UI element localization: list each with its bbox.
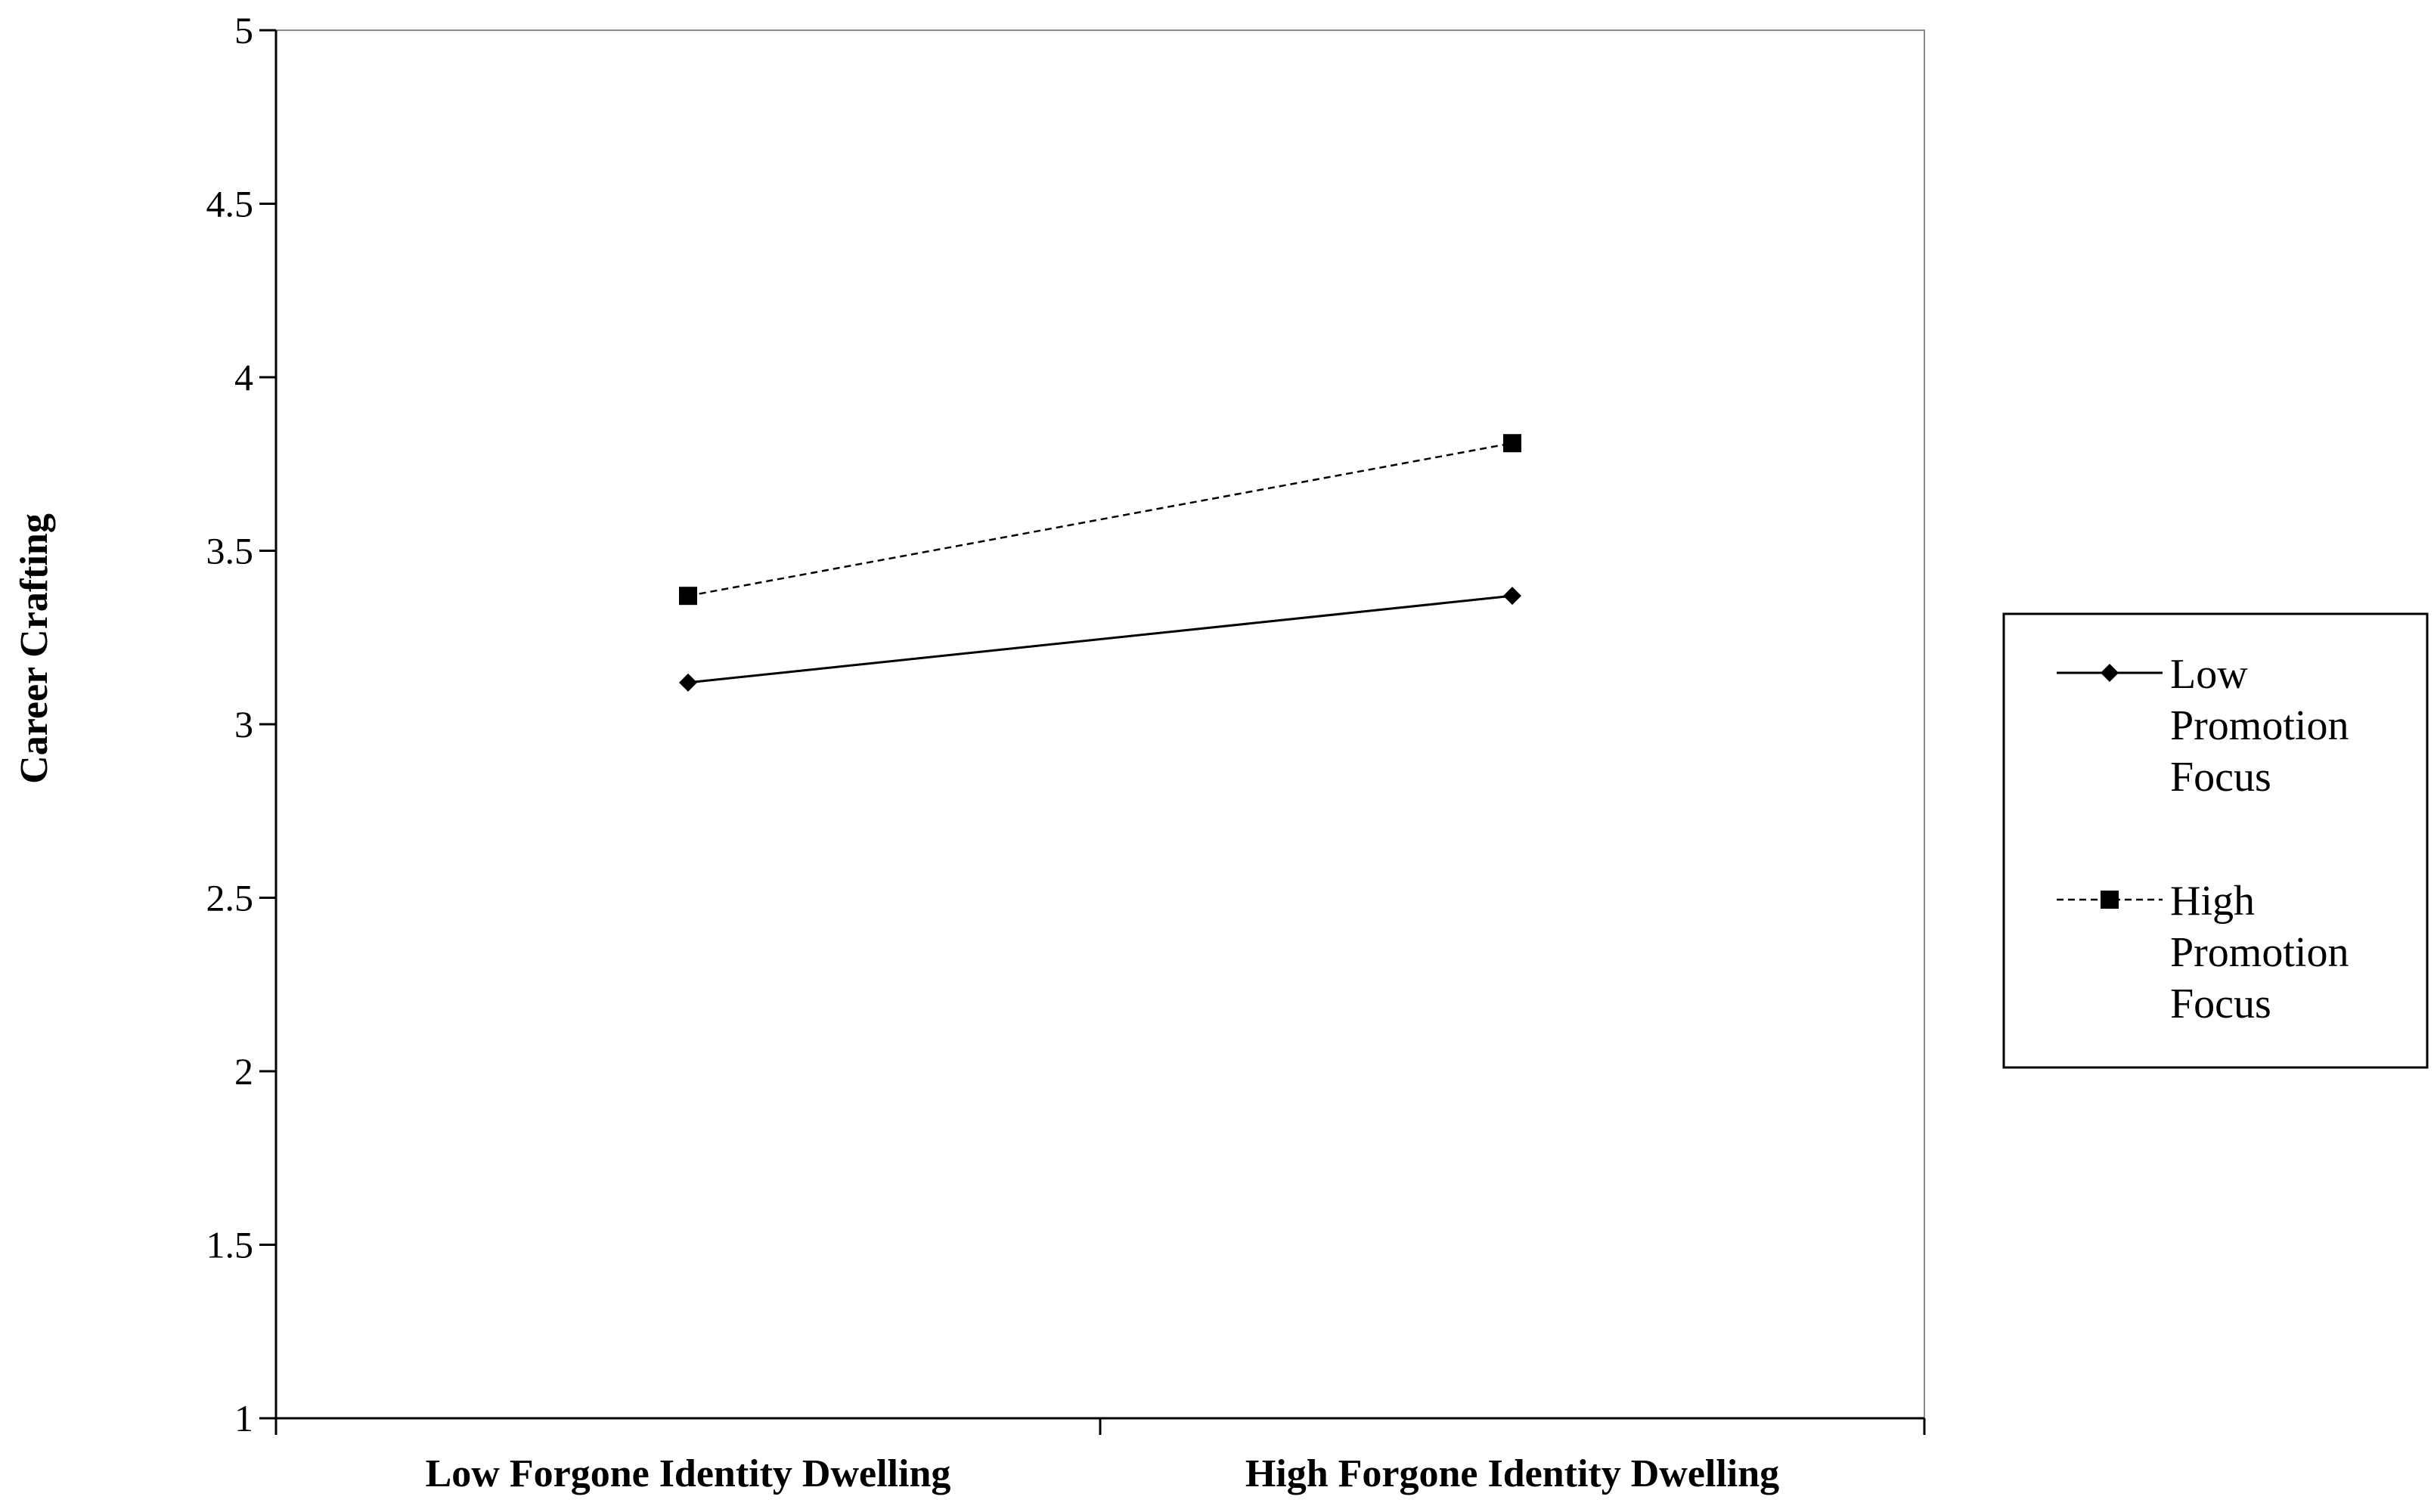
y-tick-label: 4 bbox=[234, 356, 253, 398]
legend-entry-1: High Promotion Focus bbox=[2057, 878, 2349, 1027]
data-point bbox=[1503, 587, 1521, 606]
plot-area bbox=[275, 29, 1925, 1419]
series-layer bbox=[679, 434, 1521, 692]
legend-label-line: Promotion bbox=[2170, 702, 2349, 749]
y-tick-label: 5 bbox=[234, 9, 253, 51]
legend-label: High Promotion Focus bbox=[2170, 878, 2349, 1027]
legend-box bbox=[2002, 612, 2429, 1069]
series-line bbox=[687, 442, 1513, 597]
y-tick-label: 4.5 bbox=[206, 183, 254, 225]
data-point bbox=[679, 587, 697, 606]
legend-label-line: Low bbox=[2170, 651, 2248, 698]
y-tick-label: 3 bbox=[234, 703, 253, 745]
y-tick-label: 2.5 bbox=[206, 877, 254, 919]
series-line bbox=[687, 594, 1513, 684]
legend-label-line: High bbox=[2170, 878, 2255, 925]
legend-label-line: Focus bbox=[2170, 981, 2271, 1027]
legend-label-line: Promotion bbox=[2170, 929, 2349, 976]
data-point bbox=[679, 673, 697, 692]
series-1 bbox=[679, 434, 1521, 606]
legend-marker bbox=[2101, 891, 2119, 909]
x-tick-label: Low Forgone Identity Dwelling bbox=[426, 1452, 951, 1495]
y-tick-label: 3.5 bbox=[206, 530, 254, 572]
y-axis-title: Career Crafting bbox=[13, 513, 56, 784]
series-0 bbox=[679, 587, 1521, 692]
x-tick-label: High Forgone Identity Dwelling bbox=[1245, 1452, 1779, 1495]
legend-label-line: Focus bbox=[2170, 754, 2271, 801]
data-point bbox=[1503, 434, 1521, 453]
legend-marker bbox=[2101, 664, 2119, 682]
y-tick-label: 2 bbox=[234, 1050, 253, 1092]
y-ticks: 1 1.5 2 2.5 3 3.5 4 4.5 5 bbox=[206, 9, 276, 1439]
legend-label: Low Promotion Focus bbox=[2170, 651, 2349, 801]
y-tick-label: 1.5 bbox=[206, 1224, 254, 1266]
y-tick-label: 1 bbox=[234, 1397, 253, 1439]
legend-entry-0: Low Promotion Focus bbox=[2057, 651, 2349, 801]
x-ticks: Low Forgone Identity Dwelling High Forgon… bbox=[274, 1418, 1926, 1495]
